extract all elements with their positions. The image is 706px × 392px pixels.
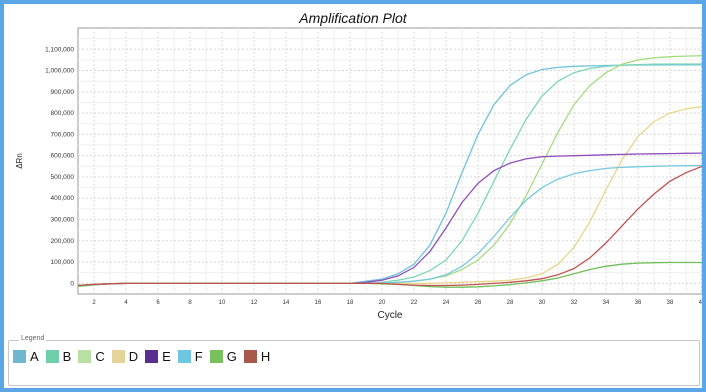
x-axis-label: Cycle bbox=[377, 310, 402, 321]
legend-swatch bbox=[78, 350, 92, 363]
amplification-plot-window: Amplification Plot 2 4 6 8 10 12 14 16 18 20 22 24 2… bbox=[4, 4, 702, 388]
legend-items: A B C D E F G H bbox=[13, 349, 277, 364]
x-tick-label: 30 bbox=[539, 300, 546, 306]
legend-item: C bbox=[78, 349, 105, 364]
legend-item: A bbox=[13, 349, 39, 364]
legend-label: H bbox=[260, 349, 271, 364]
x-tick-label: 32 bbox=[571, 300, 578, 306]
legend-swatch bbox=[209, 350, 223, 363]
y-tick-label: 100,000 bbox=[51, 259, 75, 266]
x-tick-label: 34 bbox=[603, 300, 610, 306]
legend-item: H bbox=[243, 349, 271, 364]
legend-label: E bbox=[162, 349, 171, 364]
legend-panel: Legend A B C D E F G H bbox=[8, 335, 700, 386]
legend-label: F bbox=[194, 349, 203, 364]
y-tick-label: 1,000,000 bbox=[45, 68, 74, 75]
chart-area: 2468101214161820222426283032343638401,10… bbox=[15, 27, 702, 321]
legend-swatch bbox=[45, 350, 59, 363]
legend-label: A bbox=[30, 349, 39, 364]
legend-swatch bbox=[177, 350, 191, 363]
y-tick-label: 500,000 bbox=[51, 174, 75, 181]
legend-label: D bbox=[128, 349, 139, 364]
legend-label: C bbox=[95, 349, 105, 364]
legend-item: D bbox=[111, 349, 139, 364]
legend-swatch bbox=[243, 350, 257, 363]
legend-label: B bbox=[62, 349, 72, 364]
x-tick-label: 12 bbox=[251, 300, 258, 306]
x-tick-label: 2 bbox=[92, 300, 96, 306]
x-tick-label: 20 bbox=[379, 300, 386, 306]
x-tick-label: 14 bbox=[283, 300, 290, 306]
x-tick-label: 22 bbox=[411, 300, 418, 306]
x-tick-label: 8 bbox=[188, 300, 192, 306]
y-tick-label: 200,000 bbox=[51, 238, 75, 245]
x-tick-label: 24 bbox=[443, 300, 450, 306]
y-tick-label: 400,000 bbox=[51, 195, 75, 202]
legend-item: E bbox=[145, 349, 171, 364]
x-tick-label: 16 bbox=[315, 300, 322, 306]
y-tick-label: 900,000 bbox=[51, 89, 75, 96]
x-tick-label: 18 bbox=[347, 300, 354, 306]
x-tick-label: 28 bbox=[507, 300, 514, 306]
x-tick-label: 38 bbox=[667, 300, 674, 306]
legend-swatch bbox=[13, 350, 26, 363]
series-line-7 bbox=[77, 165, 702, 287]
legend-swatch bbox=[111, 350, 125, 363]
y-tick-label: 300,000 bbox=[51, 217, 75, 224]
chart-title: Amplification Plot bbox=[299, 10, 407, 26]
y-tick-label: 0 bbox=[70, 280, 74, 287]
x-tick-label: 36 bbox=[635, 300, 642, 306]
legend-item: B bbox=[45, 349, 72, 364]
plot-background bbox=[77, 27, 702, 295]
y-tick-label: 600,000 bbox=[51, 153, 75, 160]
legend-swatch bbox=[145, 350, 159, 363]
x-tick-label: 10 bbox=[219, 300, 226, 306]
x-tick-label: 6 bbox=[156, 300, 160, 306]
x-tick-label: 26 bbox=[475, 300, 482, 306]
x-tick-label: 40 bbox=[699, 300, 702, 306]
y-axis-label: ΔRn bbox=[15, 153, 24, 169]
legend-label: G bbox=[226, 349, 237, 364]
y-tick-label: 800,000 bbox=[51, 110, 75, 117]
legend-item: G bbox=[209, 349, 237, 364]
y-tick-label: 700,000 bbox=[51, 131, 75, 138]
legend-caption: Legend bbox=[19, 335, 47, 342]
x-tick-label: 4 bbox=[124, 300, 128, 306]
legend-item: F bbox=[177, 349, 203, 364]
y-tick-label: 1,100,000 bbox=[45, 46, 74, 53]
